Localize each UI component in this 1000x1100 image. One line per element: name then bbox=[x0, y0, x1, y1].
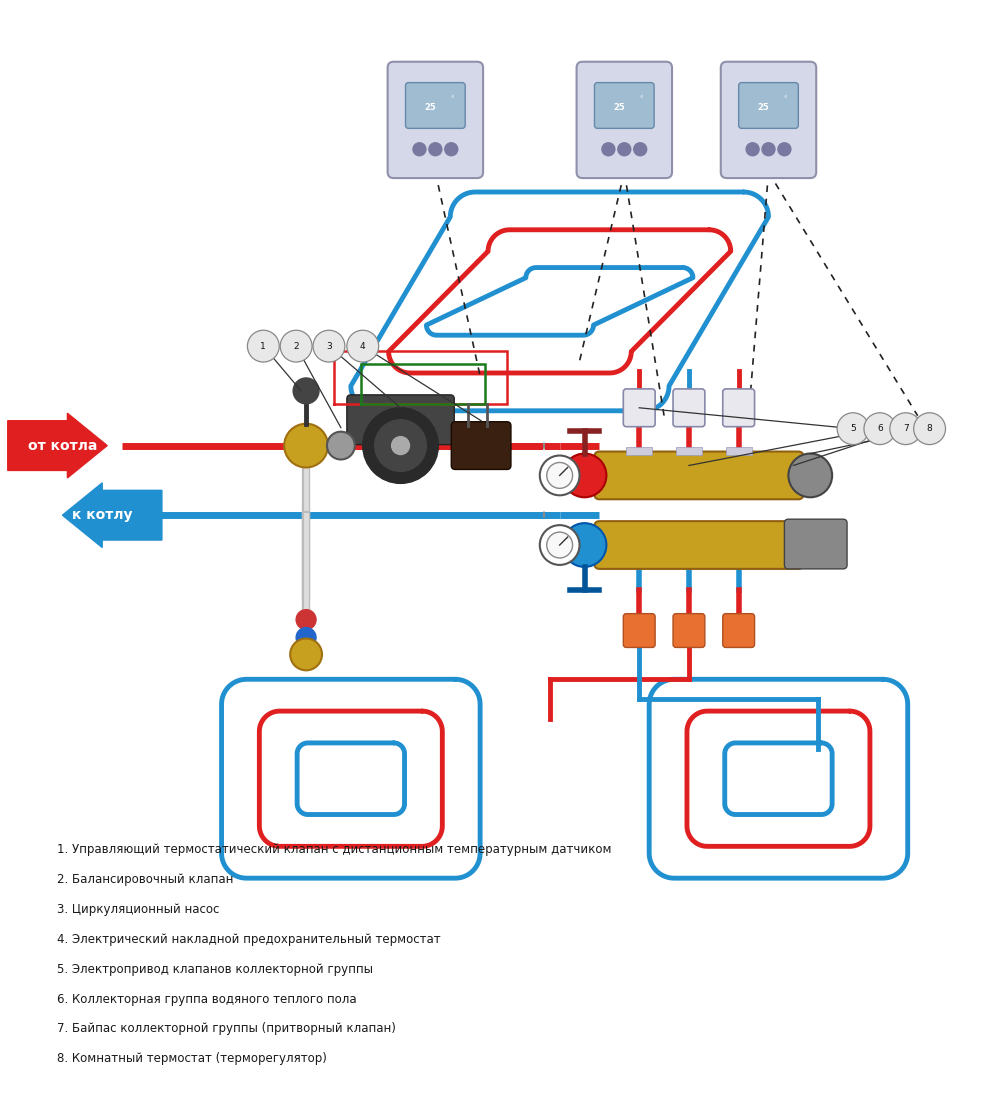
Text: от котла: от котла bbox=[28, 439, 97, 452]
FancyBboxPatch shape bbox=[739, 82, 798, 129]
Text: 4. Электрический накладной предохранительный термостат: 4. Электрический накладной предохранител… bbox=[57, 933, 441, 946]
FancyBboxPatch shape bbox=[406, 82, 465, 129]
Circle shape bbox=[634, 143, 647, 156]
Circle shape bbox=[547, 532, 573, 558]
FancyBboxPatch shape bbox=[784, 519, 847, 569]
Text: 25: 25 bbox=[758, 103, 769, 112]
Circle shape bbox=[762, 143, 775, 156]
FancyBboxPatch shape bbox=[594, 451, 803, 499]
Circle shape bbox=[347, 330, 379, 362]
FancyBboxPatch shape bbox=[594, 82, 654, 129]
Circle shape bbox=[296, 628, 316, 648]
Text: 8: 8 bbox=[927, 425, 932, 433]
Text: 1. Управляющий термостатический клапан с дистанционным температурным датчиком: 1. Управляющий термостатический клапан с… bbox=[57, 844, 612, 857]
Text: 5. Электропривод клапанов коллекторной группы: 5. Электропривод клапанов коллекторной г… bbox=[57, 962, 373, 976]
Circle shape bbox=[296, 609, 316, 629]
Text: 6: 6 bbox=[877, 425, 883, 433]
Text: 3: 3 bbox=[326, 342, 332, 351]
FancyBboxPatch shape bbox=[726, 447, 752, 454]
Text: 5: 5 bbox=[850, 425, 856, 433]
Text: 1: 1 bbox=[260, 342, 266, 351]
Text: 2. Балансировочный клапан: 2. Балансировочный клапан bbox=[57, 873, 234, 887]
FancyBboxPatch shape bbox=[721, 62, 816, 178]
Circle shape bbox=[284, 424, 328, 468]
Circle shape bbox=[392, 437, 410, 454]
FancyBboxPatch shape bbox=[676, 447, 702, 454]
FancyArrow shape bbox=[62, 483, 162, 548]
FancyBboxPatch shape bbox=[673, 389, 705, 427]
Circle shape bbox=[547, 462, 573, 488]
Text: 6. Коллекторная группа водяного теплого пола: 6. Коллекторная группа водяного теплого … bbox=[57, 992, 357, 1005]
Circle shape bbox=[563, 453, 606, 497]
Circle shape bbox=[778, 143, 791, 156]
Circle shape bbox=[563, 524, 606, 567]
Circle shape bbox=[290, 638, 322, 670]
Circle shape bbox=[363, 408, 438, 483]
FancyBboxPatch shape bbox=[723, 614, 755, 648]
Circle shape bbox=[540, 525, 580, 565]
Circle shape bbox=[327, 431, 355, 460]
Circle shape bbox=[746, 143, 759, 156]
FancyBboxPatch shape bbox=[451, 421, 511, 470]
Circle shape bbox=[313, 330, 345, 362]
FancyArrow shape bbox=[8, 414, 107, 477]
FancyBboxPatch shape bbox=[594, 521, 803, 569]
Text: 3. Циркуляционный насос: 3. Циркуляционный насос bbox=[57, 903, 220, 916]
Circle shape bbox=[788, 453, 832, 497]
Text: 4: 4 bbox=[360, 342, 366, 351]
Circle shape bbox=[914, 412, 946, 444]
Circle shape bbox=[413, 143, 426, 156]
FancyBboxPatch shape bbox=[623, 614, 655, 648]
FancyBboxPatch shape bbox=[577, 62, 672, 178]
FancyBboxPatch shape bbox=[347, 395, 454, 444]
Text: 25: 25 bbox=[613, 103, 625, 112]
Text: 7: 7 bbox=[903, 425, 909, 433]
Text: 2: 2 bbox=[293, 342, 299, 351]
Text: 25: 25 bbox=[425, 103, 436, 112]
Text: 8. Комнатный термостат (терморегулятор): 8. Комнатный термостат (терморегулятор) bbox=[57, 1053, 327, 1065]
Circle shape bbox=[540, 455, 580, 495]
Text: °: ° bbox=[451, 97, 454, 102]
Circle shape bbox=[864, 412, 896, 444]
Circle shape bbox=[375, 420, 426, 472]
FancyBboxPatch shape bbox=[673, 614, 705, 648]
FancyBboxPatch shape bbox=[723, 389, 755, 427]
Circle shape bbox=[429, 143, 442, 156]
Circle shape bbox=[293, 378, 319, 404]
FancyBboxPatch shape bbox=[626, 447, 652, 454]
Circle shape bbox=[247, 330, 279, 362]
Text: к котлу: к котлу bbox=[72, 508, 132, 522]
FancyBboxPatch shape bbox=[623, 389, 655, 427]
Circle shape bbox=[837, 412, 869, 444]
Circle shape bbox=[445, 143, 458, 156]
Circle shape bbox=[618, 143, 631, 156]
Text: °: ° bbox=[639, 97, 643, 102]
Text: 7. Байпас коллекторной группы (притворный клапан): 7. Байпас коллекторной группы (притворны… bbox=[57, 1022, 396, 1035]
FancyBboxPatch shape bbox=[388, 62, 483, 178]
Text: °: ° bbox=[784, 97, 787, 102]
Circle shape bbox=[602, 143, 615, 156]
Circle shape bbox=[280, 330, 312, 362]
Circle shape bbox=[890, 412, 922, 444]
